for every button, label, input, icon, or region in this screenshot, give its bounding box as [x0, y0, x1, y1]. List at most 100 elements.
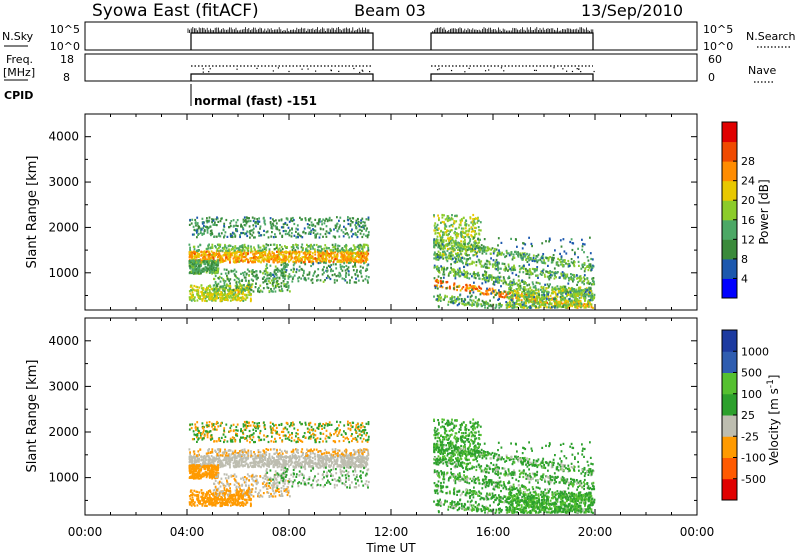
- scatter-cell: [271, 283, 274, 286]
- scatter-cell: [197, 245, 200, 248]
- scatter-cell: [593, 283, 596, 286]
- scatter-cell: [366, 236, 369, 239]
- scatter-cell: [555, 302, 558, 305]
- scatter-cell: [190, 252, 193, 255]
- scatter-cell: [313, 250, 316, 253]
- scatter-cell: [226, 277, 229, 280]
- scatter-cell: [268, 250, 271, 253]
- scatter-cell: [443, 221, 445, 224]
- scatter-cell: [556, 285, 559, 288]
- scatter-cell: [518, 286, 520, 289]
- scatter-cell: [446, 233, 448, 236]
- scatter-cell: [584, 295, 587, 298]
- scatter-cell: [334, 246, 336, 249]
- scatter-cell: [235, 252, 238, 255]
- scatter-cell: [474, 222, 476, 225]
- scatter-cell: [493, 247, 496, 251]
- scatter-cell: [259, 225, 262, 228]
- scatter-cell: [449, 271, 451, 274]
- scatter-cell: [510, 295, 513, 298]
- scatter-cell: [498, 295, 501, 298]
- scatter-cell: [216, 248, 219, 251]
- scatter-cell: [276, 244, 278, 247]
- scatter-cell: [538, 301, 541, 304]
- scatter-cell: [280, 253, 282, 256]
- scatter-cell: [236, 299, 239, 302]
- scatter-cell: [542, 289, 545, 292]
- scatter-cell: [319, 251, 322, 255]
- scatter-cell: [473, 271, 475, 274]
- scatter-cell: [445, 253, 447, 256]
- scatter-cell: [587, 291, 590, 294]
- scatter-cell: [236, 260, 239, 263]
- scatter-cell: [351, 255, 354, 258]
- scatter-cell: [503, 277, 505, 280]
- scatter-cell: [520, 306, 523, 309]
- scatter-cell: [502, 276, 505, 279]
- scatter-cell: [541, 290, 543, 294]
- scatter-cell: [306, 243, 308, 246]
- scatter-cell: [192, 266, 195, 269]
- scatter-cell: [240, 223, 242, 226]
- scatter-cell: [441, 220, 444, 224]
- scatter-cell: [588, 287, 590, 290]
- scatter-cell: [216, 270, 219, 273]
- scatter-cell: [360, 258, 362, 261]
- scatter-cell: [243, 276, 246, 279]
- scatter-cell: [219, 285, 222, 288]
- scatter-cell: [210, 259, 213, 262]
- scatter-cell: [592, 280, 595, 283]
- scatter-cell: [311, 260, 313, 263]
- scatter-cell: [267, 273, 270, 277]
- scatter-cell: [240, 296, 242, 299]
- scatter-cell: [532, 254, 535, 257]
- scatter-cell: [217, 262, 220, 265]
- scatter-cell: [283, 275, 286, 278]
- scatter-cell: [545, 270, 547, 273]
- scatter-cell: [359, 232, 362, 235]
- scatter-cell: [533, 302, 536, 305]
- scatter-cell: [464, 272, 467, 275]
- scatter-cell: [475, 287, 477, 291]
- scatter-cell: [583, 279, 585, 283]
- scatter-cell: [586, 293, 588, 296]
- scatter-cell: [524, 292, 527, 295]
- scatter-cell: [294, 259, 297, 262]
- scatter-cell: [300, 277, 303, 280]
- scatter-cell: [294, 255, 297, 259]
- scatter-cell: [355, 281, 358, 284]
- scatter-cell: [356, 251, 358, 254]
- scatter-cell: [550, 306, 553, 309]
- scatter-cell: [542, 300, 545, 304]
- scatter-cell: [328, 260, 331, 263]
- scatter-cell: [220, 272, 223, 275]
- scatter-cell: [251, 257, 253, 260]
- scatter-cell: [233, 261, 236, 264]
- scatter-cell: [300, 250, 303, 253]
- scatter-cell: [285, 283, 288, 286]
- scatter-cell: [473, 244, 476, 247]
- scatter-cell: [273, 287, 276, 290]
- scatter-cell: [238, 260, 241, 263]
- scatter-cell: [298, 276, 301, 279]
- scatter-cell: [237, 296, 239, 299]
- scatter-cell: [448, 252, 451, 255]
- scatter-cell: [322, 218, 325, 221]
- scatter-cell: [235, 247, 238, 250]
- scatter-cell: [478, 286, 481, 289]
- scatter-cell: [211, 243, 214, 246]
- scatter-cell: [206, 299, 208, 303]
- scatter-cell: [573, 263, 575, 266]
- scatter-cell: [494, 260, 497, 264]
- scatter-cell: [212, 223, 215, 226]
- scatter-cell: [195, 254, 198, 257]
- scatter-cell: [223, 234, 226, 237]
- scatter-cell: [289, 290, 291, 293]
- scatter-cell: [340, 251, 343, 254]
- scatter-cell: [310, 279, 313, 282]
- scatter-cell: [208, 216, 211, 219]
- scatter-cell: [584, 290, 587, 293]
- scatter-cell: [451, 298, 453, 301]
- scatter-cell: [238, 258, 240, 261]
- scatter-cell: [445, 243, 447, 246]
